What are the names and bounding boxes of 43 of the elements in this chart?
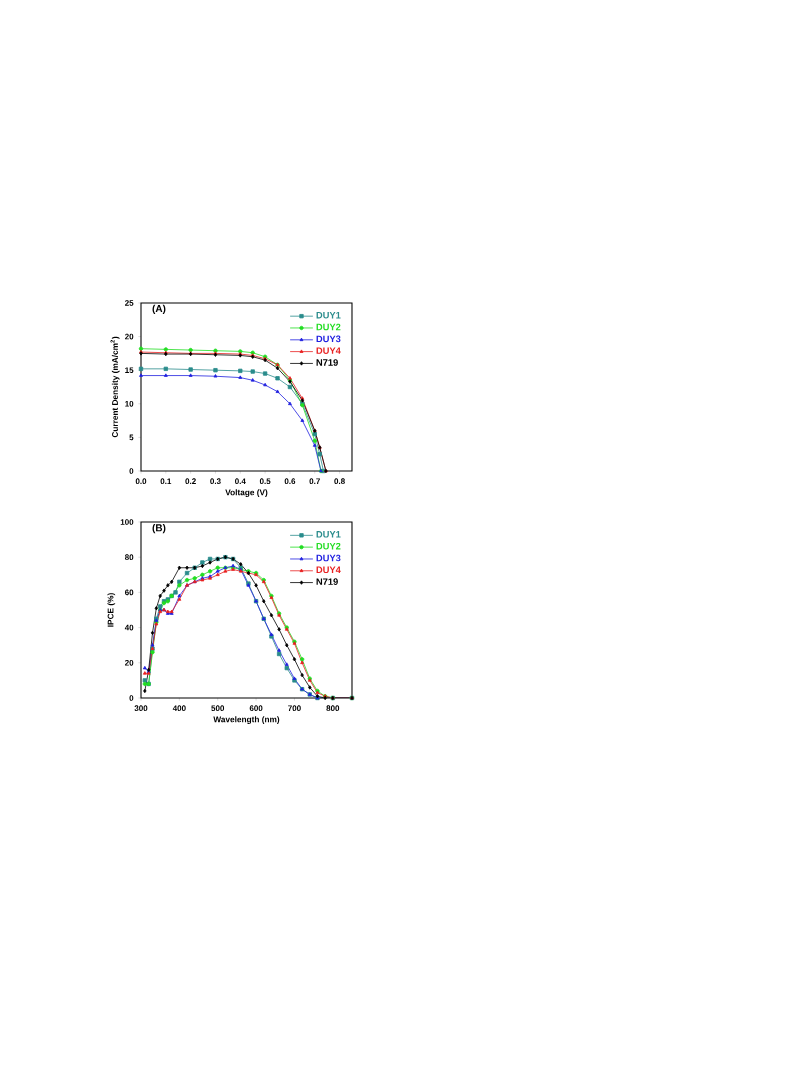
y-tick-label: 40	[124, 624, 134, 631]
x-tick-label: 300	[134, 705, 148, 712]
y-axis-title: IPCE (%)	[107, 593, 116, 627]
x-tick-label: 500	[211, 705, 225, 712]
legend-label: DUY1	[316, 531, 341, 538]
y-tick-label: 10	[125, 400, 134, 407]
x-tick-label: 0.8	[334, 478, 345, 485]
x-axis-title: Voltage (V)	[225, 489, 268, 497]
legend-label: DUY3	[316, 554, 341, 562]
y-tick-label: 0	[129, 695, 134, 701]
x-tick-label: 0.5	[259, 478, 271, 485]
y-tick-label: 20	[125, 659, 134, 666]
legend-label: DUY4	[316, 566, 341, 574]
x-tick-label: 700	[288, 705, 301, 712]
x-tick-label: 0.3	[210, 478, 221, 485]
x-tick-label: 800	[326, 705, 340, 712]
y-tick-label: 5	[129, 434, 134, 441]
legend-label: DUY3	[316, 335, 341, 343]
y-tick-label: 60	[125, 589, 134, 596]
y-tick-label: 100	[120, 519, 134, 525]
legend-label: DUY2	[316, 323, 341, 331]
x-axis-title: Wavelength (nm)	[213, 716, 280, 724]
legend-label: DUY1	[316, 311, 341, 319]
x-tick-label: 0.2	[185, 478, 196, 485]
y-axis-title: Current Density (mA/cm$^{2}$)	[110, 336, 120, 438]
legend-label: DUY4	[316, 347, 341, 354]
legend-label: N719	[316, 578, 338, 585]
x-tick-label: 0.1	[160, 478, 172, 485]
x-tick-label: 0.7	[309, 478, 320, 485]
y-tick-label: 20	[124, 333, 134, 340]
y-tick-label: 80	[124, 554, 134, 561]
y-tick-label: 25	[124, 300, 134, 306]
x-tick-label: 0.6	[284, 478, 296, 485]
x-tick-label: 600	[249, 705, 263, 712]
chart-title: (A)	[152, 304, 166, 315]
x-tick-label: 0.4	[235, 478, 246, 485]
chart-title: (B)	[152, 524, 166, 534]
x-tick-label: 400	[172, 705, 186, 712]
y-tick-label: 0	[129, 468, 134, 474]
y-tick-label: 15	[125, 367, 134, 373]
legend-label: N719	[316, 359, 338, 366]
legend-label: DUY2	[316, 542, 341, 550]
x-tick-label: 0.0	[135, 478, 147, 485]
